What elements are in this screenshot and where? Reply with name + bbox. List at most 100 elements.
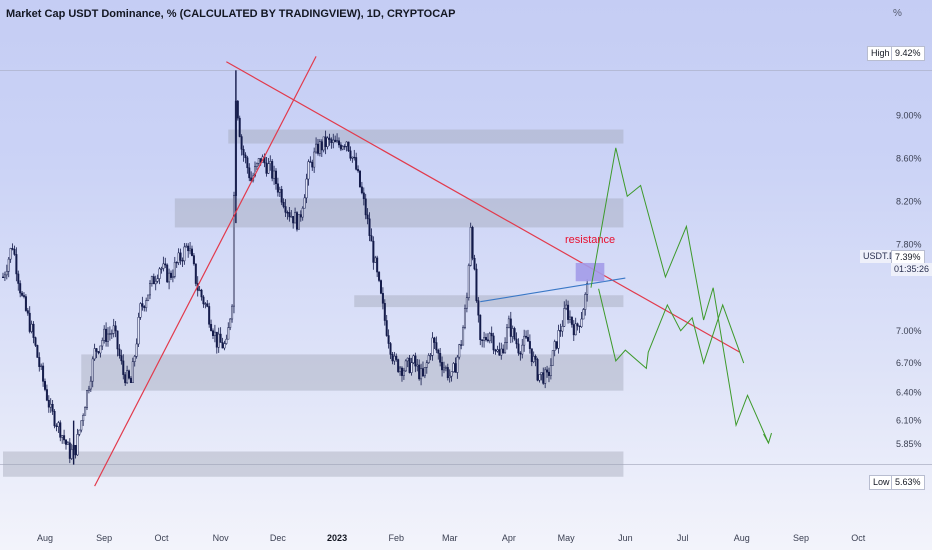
candle-body-175 [336, 140, 339, 143]
candle-body-113 [217, 333, 220, 348]
candle-body-283 [542, 372, 545, 384]
candle-body-117 [225, 338, 228, 344]
candle-body-292 [559, 330, 562, 332]
candle-body-183 [351, 156, 354, 159]
candle-body-85 [164, 263, 167, 266]
candle-body-51 [99, 345, 102, 354]
candle-body-105 [202, 296, 205, 305]
candle-body-81 [156, 278, 159, 282]
candle-body-155 [297, 214, 300, 230]
candle-body-232 [444, 367, 447, 369]
candle-body-278 [532, 355, 535, 363]
candle-body-188 [360, 186, 363, 194]
candle-body-150 [288, 212, 291, 218]
candle-body-146 [280, 189, 283, 203]
candle-body-251 [481, 339, 484, 341]
x-tick-label-4: Dec [270, 533, 287, 543]
candle-body-293 [561, 326, 564, 332]
zone-rect-0 [228, 129, 624, 144]
candle-body-239 [458, 344, 461, 358]
candle-body-187 [358, 170, 361, 188]
candle-body-65 [126, 370, 129, 384]
candle-body-112 [215, 331, 218, 348]
candle-body-191 [366, 214, 369, 220]
candle-body-25 [49, 403, 52, 408]
candle-body-291 [557, 330, 560, 349]
candle-body-203 [389, 343, 392, 355]
candle-body-265 [507, 318, 510, 329]
candle-body-31 [61, 435, 64, 438]
candle-body-78 [150, 276, 153, 284]
candle-body-166 [318, 141, 321, 154]
candle-body-287 [549, 365, 552, 376]
candle-body-133 [255, 163, 258, 167]
candle-body-62 [120, 355, 123, 362]
candle-body-109 [210, 324, 213, 331]
candle-body-202 [387, 335, 390, 344]
candle-body-90 [173, 262, 176, 277]
candle-body-55 [106, 333, 109, 342]
candle-body-274 [525, 335, 528, 338]
candle-body-296 [567, 304, 570, 320]
candle-body-185 [355, 157, 358, 170]
candle-body-219 [420, 368, 423, 380]
candle-body-303 [580, 318, 583, 328]
candle-body-257 [492, 335, 495, 351]
candle-body-10 [21, 292, 24, 296]
candle-body-235 [450, 371, 453, 377]
candle-body-165 [316, 143, 319, 154]
candle-body-281 [538, 374, 541, 381]
candle-body-3 [7, 258, 10, 272]
candle-body-169 [324, 136, 327, 147]
candle-body-40 [78, 429, 81, 435]
y-tick-label-9: 6.10% [896, 416, 922, 426]
candle-body-234 [448, 375, 451, 379]
candle-body-107 [206, 303, 209, 307]
candle-body-230 [441, 362, 444, 371]
candle-body-262 [502, 348, 505, 354]
candle-body-58 [112, 325, 115, 334]
candle-body-29 [57, 422, 60, 427]
candle-body-89 [171, 276, 174, 278]
candle-body-27 [53, 411, 56, 427]
candle-body-294 [563, 308, 566, 327]
candle-body-167 [320, 141, 323, 151]
candle-body-39 [76, 434, 79, 456]
candle-body-30 [59, 422, 62, 438]
candle-body-227 [435, 342, 438, 351]
candle-body-124 [238, 117, 241, 137]
candle-body-267 [511, 328, 514, 337]
candle-body-60 [116, 330, 119, 350]
candle-body-236 [452, 363, 455, 372]
candle-body-238 [456, 356, 459, 373]
candle-body-206 [395, 355, 398, 360]
candle-body-34 [66, 442, 69, 445]
low-marker-label: Low [869, 475, 894, 490]
candle-body-264 [505, 327, 508, 343]
candle-body-79 [152, 276, 155, 285]
candle-body-198 [379, 280, 382, 294]
candle-body-128 [246, 157, 249, 169]
candle-body-280 [536, 359, 539, 381]
candle-body-14 [28, 312, 31, 332]
candle-body-9 [19, 283, 22, 294]
high-marker-label: High [867, 46, 894, 61]
candle-body-33 [64, 439, 67, 445]
candle-body-243 [465, 297, 468, 309]
y-tick-label-4: 7.80% [896, 240, 922, 250]
candle-body-160 [307, 161, 310, 180]
symbol-label: USDT.D [860, 250, 899, 263]
candle-body-115 [221, 342, 224, 349]
candle-body-302 [578, 325, 581, 328]
candle-body-72 [139, 303, 142, 318]
candle-body-49 [95, 348, 98, 352]
candle-body-212 [406, 357, 409, 362]
projection-path-bounce [598, 288, 745, 370]
candle-body-299 [572, 324, 575, 336]
zone-rect-4 [3, 451, 624, 477]
candle-body-61 [118, 348, 121, 356]
candle-body-159 [305, 178, 308, 199]
candle-body-154 [295, 212, 298, 230]
